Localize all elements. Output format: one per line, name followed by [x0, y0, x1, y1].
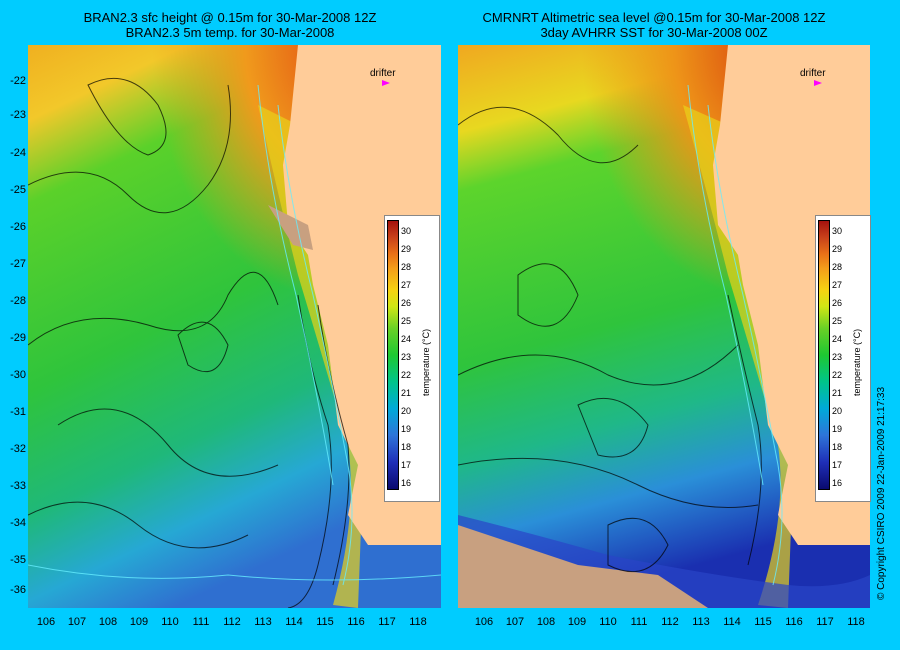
left-map-svg: [28, 45, 441, 608]
cb-tick: 27: [832, 280, 843, 290]
cloud-mask: [458, 525, 708, 608]
left-map-title: BRAN2.3 sfc height @ 0.15m for 30-Mar-20…: [30, 10, 430, 40]
cb-tick: 29: [401, 244, 412, 254]
right-map-svg: [458, 45, 870, 608]
cb-tick: 25: [832, 316, 843, 326]
left-title-line1: BRAN2.3 sfc height @ 0.15m for 30-Mar-20…: [83, 10, 377, 25]
y-tick: -25: [10, 184, 26, 196]
right-title-line2: 3day AVHRR SST for 30-Mar-2008 00Z: [540, 25, 768, 40]
x-tick: 110: [599, 616, 617, 628]
x-tick: 117: [378, 616, 396, 628]
y-tick: -23: [10, 109, 26, 121]
y-tick: -27: [10, 258, 26, 270]
y-tick: -36: [10, 584, 26, 596]
cb-tick: 23: [832, 352, 843, 362]
y-tick: -30: [10, 369, 26, 381]
cb-tick: 18: [832, 442, 843, 452]
cb-tick: 25: [401, 316, 412, 326]
x-tick: 115: [316, 616, 334, 628]
sea-level-contours: [28, 77, 350, 608]
copyright-notice: © Copyright CSIRO 2009 22-Jan-2009 21:17…: [876, 386, 887, 600]
drifter-marker-icon: [382, 80, 390, 86]
drifter-marker-icon: [814, 80, 822, 86]
cb-tick: 18: [401, 442, 412, 452]
left-colorbar: 30 29 28 27 26 25 24 23 22 21 20 19 18 1…: [384, 215, 440, 502]
cb-tick: 22: [401, 370, 412, 380]
cb-tick: 21: [832, 388, 843, 398]
x-tick: 114: [285, 616, 303, 628]
right-map-title: CMRNRT Altimetric sea level @0.15m for 3…: [458, 10, 850, 40]
cb-tick: 19: [401, 424, 412, 434]
drifter-label: drifter: [800, 68, 826, 79]
cb-tick: 19: [832, 424, 843, 434]
cb-tick: 26: [401, 298, 412, 308]
colorbar-label: temperature (°C): [852, 328, 862, 396]
colorbar-label: temperature (°C): [421, 328, 431, 396]
left-map-panel: [28, 45, 441, 608]
x-tick: 111: [630, 616, 648, 628]
x-tick: 112: [223, 616, 241, 628]
cb-tick: 20: [401, 406, 412, 416]
cb-tick: 24: [401, 334, 412, 344]
cb-tick: 21: [401, 388, 412, 398]
right-map-panel: [458, 45, 870, 608]
x-tick: 116: [785, 616, 803, 628]
cb-tick: 27: [401, 280, 412, 290]
cb-tick: 16: [401, 478, 412, 488]
x-tick: 109: [567, 616, 587, 628]
cb-tick: 17: [832, 460, 843, 470]
x-tick: 107: [67, 616, 87, 628]
cb-tick: 23: [401, 352, 412, 362]
x-tick: 116: [347, 616, 365, 628]
cb-tick: 29: [832, 244, 843, 254]
cb-tick: 30: [401, 226, 412, 236]
y-tick: -29: [10, 332, 26, 344]
drifter-label: drifter: [370, 68, 396, 79]
x-tick: 118: [847, 616, 865, 628]
y-tick: -35: [10, 554, 26, 566]
bathymetry-contours: [28, 84, 441, 586]
cb-tick: 30: [832, 226, 843, 236]
left-title-line2: BRAN2.3 5m temp. for 30-Mar-2008: [125, 25, 335, 40]
colorbar-scale: [387, 220, 399, 490]
y-tick: -22: [10, 75, 26, 87]
cb-tick: 17: [401, 460, 412, 470]
x-tick: 113: [254, 616, 272, 628]
right-title-line1: CMRNRT Altimetric sea level @0.15m for 3…: [482, 10, 826, 25]
y-tick: -32: [10, 443, 26, 455]
colorbar-scale: [818, 220, 830, 490]
sea-level-contours: [458, 106, 762, 573]
y-tick: -33: [10, 480, 26, 492]
x-tick: 115: [754, 616, 772, 628]
cb-tick: 22: [832, 370, 843, 380]
x-tick: 112: [661, 616, 679, 628]
cb-tick: 28: [832, 262, 843, 272]
y-tick: -31: [10, 406, 26, 418]
bathymetry-contours: [687, 84, 783, 586]
x-tick: 113: [692, 616, 710, 628]
y-tick: -34: [10, 517, 26, 529]
x-tick: 107: [505, 616, 525, 628]
x-tick: 108: [536, 616, 556, 628]
x-tick: 106: [36, 616, 56, 628]
x-tick: 108: [98, 616, 118, 628]
cb-tick: 28: [401, 262, 412, 272]
x-tick: 106: [474, 616, 494, 628]
cb-tick: 26: [832, 298, 843, 308]
y-tick: -24: [10, 147, 26, 159]
cb-tick: 16: [832, 478, 843, 488]
cb-tick: 20: [832, 406, 843, 416]
x-tick: 111: [192, 616, 210, 628]
cb-tick: 24: [832, 334, 843, 344]
x-tick: 114: [723, 616, 741, 628]
x-tick: 118: [409, 616, 427, 628]
x-tick: 117: [816, 616, 834, 628]
y-tick: -28: [10, 295, 26, 307]
x-tick: 109: [129, 616, 149, 628]
y-tick: -26: [10, 221, 26, 233]
x-tick: 110: [161, 616, 179, 628]
right-colorbar: 30 29 28 27 26 25 24 23 22 21 20 19 18 1…: [815, 215, 871, 502]
